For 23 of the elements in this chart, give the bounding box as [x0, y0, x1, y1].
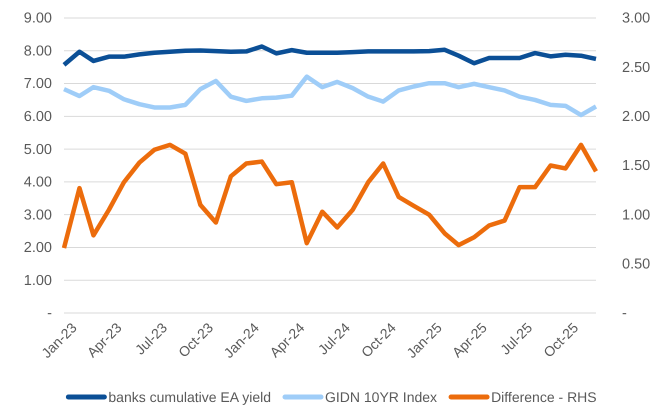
y-tick-label: 7.00 — [24, 76, 52, 92]
y2-tick-label: - — [622, 306, 627, 322]
y2-tick-label: 0.50 — [622, 256, 650, 272]
y-tick-label: 6.00 — [24, 108, 52, 125]
y-tick-label: 5.00 — [24, 142, 52, 158]
y-tick-label: 3.00 — [24, 207, 52, 224]
legend-label: banks cumulative EA yield — [108, 388, 272, 405]
y-tick-label: 4.00 — [24, 174, 52, 191]
y2-tick-label: 1.50 — [622, 158, 650, 174]
y-tick-label: 9.00 — [24, 10, 52, 27]
y2-tick-label: 2.50 — [622, 60, 650, 76]
line-series — [62, 74, 598, 118]
y-tick-label: 2.00 — [24, 240, 52, 256]
line-series — [62, 142, 598, 250]
legend-label: GIDN 10YR Index — [325, 388, 438, 405]
y2-tick-label: 3.00 — [622, 10, 650, 27]
legend-label: Difference - RHS — [491, 388, 597, 405]
y-tick-label: 8.00 — [24, 43, 52, 60]
y2-tick-label: 1.00 — [622, 207, 650, 224]
y-tick-label: 1.00 — [24, 272, 52, 289]
line-series — [62, 44, 598, 68]
y2-tick-label: 2.00 — [622, 108, 650, 125]
y-tick-label: - — [47, 306, 52, 322]
